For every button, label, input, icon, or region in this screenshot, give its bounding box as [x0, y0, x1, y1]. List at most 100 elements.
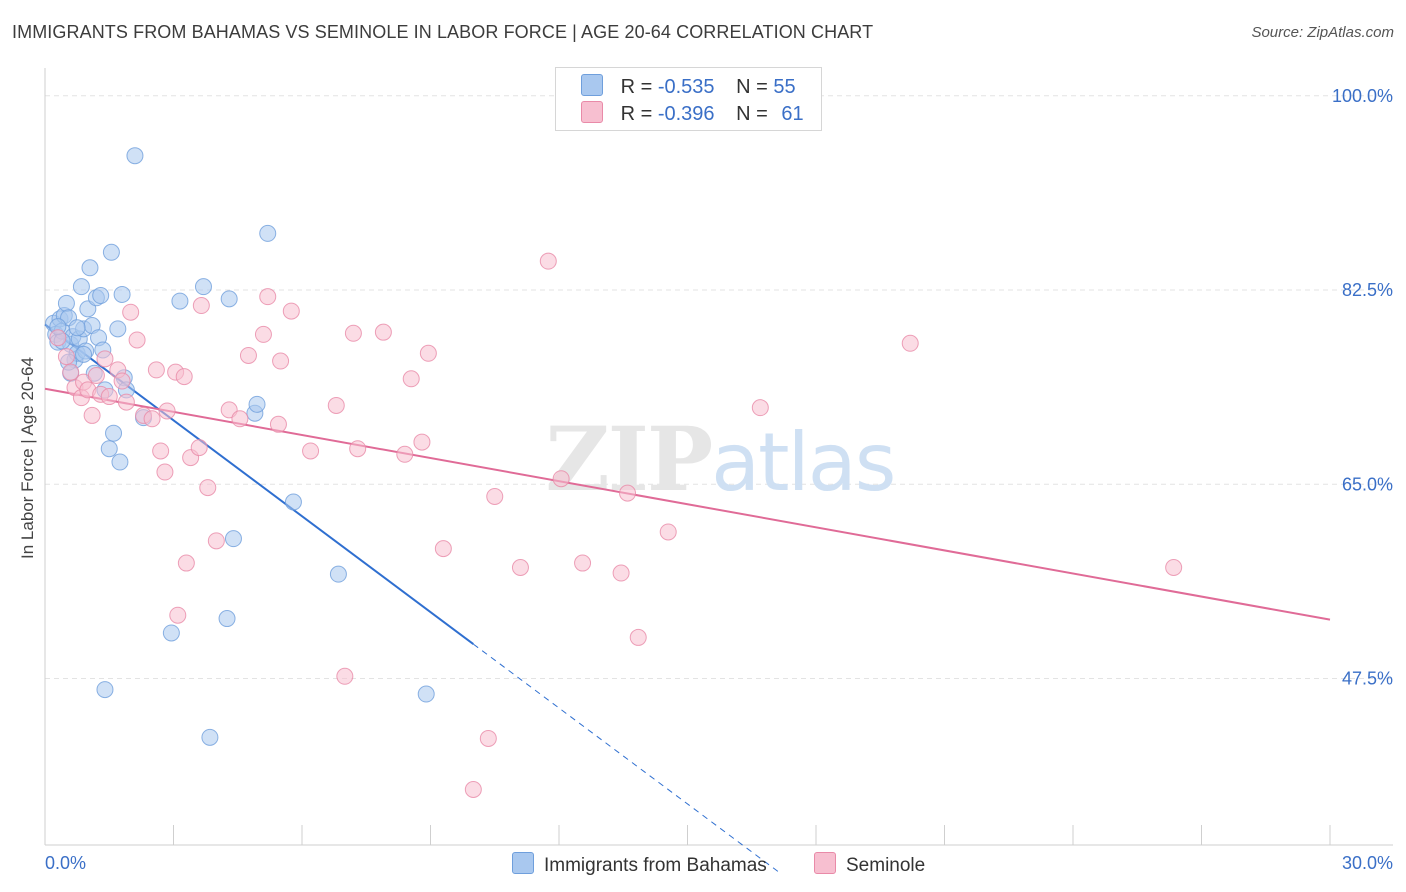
r-label: R =: [620, 76, 653, 98]
seminole-point: [96, 350, 114, 368]
seminole-point: [190, 439, 208, 457]
bahamas-point: [75, 345, 93, 363]
legend-swatch-bahamas: [512, 852, 534, 874]
seminole-point: [434, 540, 452, 558]
n-label: N =: [736, 76, 768, 98]
seminole-point: [143, 410, 161, 428]
bahamas-point: [96, 681, 114, 699]
seminole-point: [87, 366, 105, 384]
bahamas-point: [259, 224, 277, 242]
bahamas-point: [162, 624, 180, 642]
bahamas-point: [68, 319, 86, 337]
bottom-legend-bahamas: Immigrants from Bahamas: [512, 852, 767, 877]
seminole-point: [619, 484, 637, 502]
bahamas-point: [102, 243, 120, 261]
legend-swatch-seminole: [814, 852, 836, 874]
y-tick-label: 47.5%: [1342, 669, 1393, 689]
stats-legend: R = -0.535 N = 55 R = -0.396 N = 61: [555, 67, 822, 131]
watermark-atlas: atlas: [711, 416, 894, 509]
seminole-point: [302, 442, 320, 460]
bahamas-point: [220, 290, 238, 308]
y-tick-label: 100.0%: [1332, 86, 1393, 106]
seminole-point: [231, 410, 249, 428]
bahamas-point: [218, 610, 236, 628]
watermark: ZIPatlas: [546, 407, 895, 511]
seminole-point: [419, 344, 437, 362]
seminole-point: [239, 346, 257, 364]
seminole-point: [344, 324, 362, 342]
seminole-trend-line: [44, 387, 1331, 621]
bahamas-point: [81, 259, 99, 277]
legend-row-bahamas: R = -0.535 N = 55: [581, 74, 796, 100]
legend-row-seminole: R = -0.396 N = 61: [581, 101, 804, 127]
r-value: -0.396: [657, 103, 715, 125]
data-points: [45, 147, 1183, 798]
bahamas-point: [72, 278, 90, 296]
seminole-point: [349, 440, 367, 458]
n-value: 55: [773, 76, 796, 98]
seminole-point: [175, 368, 193, 386]
seminole-point: [207, 532, 225, 550]
seminole-point: [259, 288, 277, 306]
y-axis-label: In Labor Force | Age 20-64: [18, 357, 37, 559]
r-value: -0.535: [657, 76, 715, 98]
x-tick-label: 30.0%: [1342, 853, 1393, 873]
seminole-point: [574, 554, 592, 572]
seminole-point: [62, 363, 80, 381]
axes: [44, 68, 1393, 846]
x-tick-label: 0.0%: [45, 853, 86, 873]
seminole-point: [128, 331, 146, 349]
bahamas-point: [109, 320, 127, 338]
seminole-point: [464, 781, 482, 798]
bahamas-point: [92, 287, 110, 305]
y-tick-label: 82.5%: [1342, 280, 1393, 300]
seminole-point: [901, 334, 919, 352]
bahamas-point: [100, 440, 118, 458]
seminole-point: [199, 479, 217, 497]
bahamas-point: [171, 292, 189, 310]
grid-lines: [45, 95, 1393, 679]
seminole-point: [539, 252, 557, 270]
seminole-point: [100, 388, 118, 406]
seminole-point: [327, 396, 345, 414]
seminole-point: [1165, 559, 1183, 576]
bottom-legend-seminole: Seminole: [814, 852, 925, 877]
legend-swatch-seminole: [581, 101, 603, 123]
seminole-point: [192, 297, 210, 315]
seminole-point: [282, 302, 300, 320]
seminole-point: [374, 323, 392, 341]
seminole-point: [169, 606, 187, 624]
seminole-point: [629, 628, 647, 646]
bahamas-point: [111, 453, 129, 471]
seminole-point: [402, 370, 420, 388]
bahamas-point: [224, 530, 242, 548]
seminole-point: [612, 564, 630, 582]
seminole-point: [511, 559, 529, 576]
n-label: N =: [736, 103, 768, 125]
bahamas-point: [57, 294, 75, 312]
legend-label: Immigrants from Bahamas: [544, 855, 767, 876]
seminole-point: [336, 667, 354, 685]
bahamas-point: [194, 278, 212, 296]
seminole-point: [659, 523, 677, 541]
seminole-point: [83, 406, 101, 424]
r-label: R =: [620, 103, 653, 125]
bahamas-point: [105, 424, 123, 442]
y-tick-label: 65.0%: [1342, 474, 1393, 494]
seminole-point: [147, 361, 165, 379]
bahamas-point: [248, 395, 266, 413]
seminole-point: [57, 348, 75, 366]
seminole-point: [152, 442, 170, 460]
bahamas-trend-extension: [473, 643, 783, 875]
seminole-point: [269, 415, 287, 433]
seminole-point: [486, 487, 504, 505]
seminole-point: [413, 433, 431, 451]
bahamas-point: [284, 493, 302, 511]
bahamas-point: [417, 685, 435, 703]
seminole-point: [272, 352, 290, 370]
seminole-point: [156, 463, 174, 481]
bahamas-point: [126, 147, 144, 165]
seminole-point: [177, 554, 195, 572]
tick-labels: 47.5% 65.0% 82.5% 100.0% 0.0% 30.0%: [45, 86, 1393, 873]
